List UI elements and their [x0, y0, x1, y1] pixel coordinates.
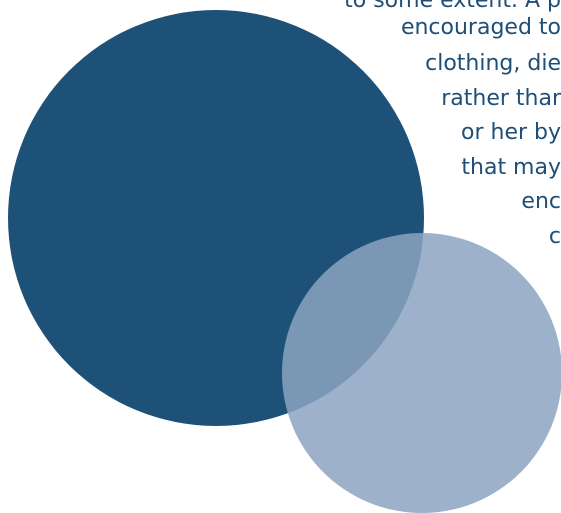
small-circle [282, 233, 561, 513]
text-line: rather thar [441, 86, 561, 111]
text-line: or her by [461, 120, 561, 145]
text-line: enc [521, 189, 561, 214]
text-line: to some extent. A p [344, 0, 561, 13]
text-line: c [548, 224, 561, 249]
text-line: that may [461, 155, 561, 180]
text-line: encouraged to [400, 15, 561, 40]
text-line: clothing, die [425, 51, 561, 76]
